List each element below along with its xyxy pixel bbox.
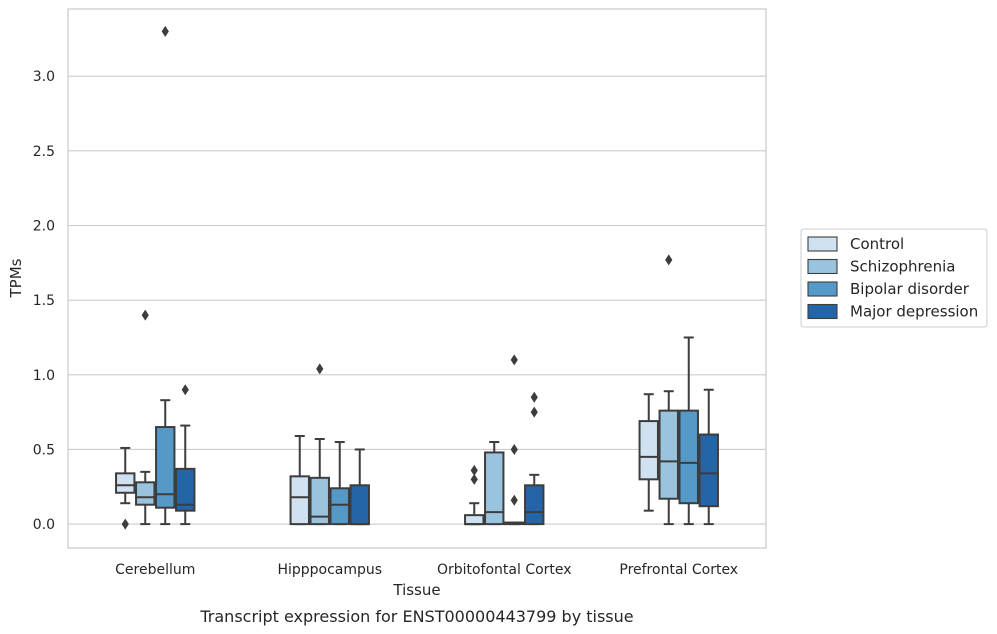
outlier-point	[470, 464, 478, 476]
legend: Control Schizophrenia Bipolar disorder Majo…	[800, 228, 988, 328]
box-iqr	[658, 409, 679, 500]
y-tick-label: 3.0	[33, 69, 55, 85]
outlier-point	[510, 354, 518, 366]
box-iqr	[698, 433, 719, 508]
box-group	[329, 440, 350, 526]
legend-label: Control	[850, 235, 904, 253]
legend-swatch	[807, 303, 838, 320]
y-tick-labels: 0.0 0.5 1.0 1.5 2.0 2.5 3.0	[33, 69, 55, 533]
legend-swatch	[807, 258, 838, 275]
box-group	[484, 440, 505, 526]
box-iqr	[309, 476, 330, 526]
figure-caption: Transcript expression for ENST0000044379…	[199, 607, 633, 626]
box-group	[309, 363, 330, 526]
outlier-point	[316, 363, 324, 375]
box-group	[698, 388, 719, 526]
y-tick-label: 0.5	[33, 442, 55, 458]
legend-label: Bipolar disorder	[850, 280, 970, 298]
outlier-point	[530, 406, 538, 418]
x-tick-label: Prefrontal Cortex	[619, 562, 738, 578]
box-group	[155, 25, 176, 526]
y-tick-label: 1.5	[33, 293, 55, 309]
box-group	[175, 384, 196, 526]
y-tick-label: 0.0	[33, 517, 55, 533]
box-group	[638, 393, 659, 512]
box-iqr	[155, 426, 176, 509]
outlier-point	[470, 473, 478, 485]
x-tick-label: Cerebellum	[115, 562, 195, 578]
box-group	[504, 354, 525, 526]
outlier-point	[510, 443, 518, 455]
box-iqr	[329, 487, 350, 526]
outlier-point	[141, 309, 149, 321]
box-group	[658, 254, 679, 526]
x-tick-labels: Cerebellum Hipppocampus Orbitofontal Corte…	[115, 562, 738, 578]
box-iqr	[678, 409, 699, 505]
box-iqr	[484, 451, 505, 526]
box-iqr	[638, 420, 659, 481]
box-group	[464, 464, 485, 526]
outlier-point	[665, 254, 673, 266]
legend-label: Major depression	[850, 303, 978, 321]
x-tick-label: Hipppocampus	[277, 562, 382, 578]
y-tick-label: 2.5	[33, 144, 55, 160]
box-group	[135, 309, 156, 526]
legend-label: Schizophrenia	[850, 258, 955, 276]
box-group	[115, 446, 136, 530]
y-axis-title: TPMs	[7, 258, 25, 298]
box-iqr	[135, 481, 156, 506]
box-iqr	[175, 467, 196, 512]
legend-swatch	[807, 236, 838, 252]
box-group	[349, 448, 370, 526]
outlier-point	[530, 391, 538, 403]
plot-frame	[67, 8, 767, 549]
box-group	[289, 435, 310, 526]
outlier-point	[121, 518, 129, 530]
x-axis-title: Tissue	[392, 581, 440, 599]
outlier-point	[161, 25, 169, 37]
box-iqr	[349, 484, 370, 526]
outlier-point	[181, 384, 189, 396]
box-iqr	[289, 475, 310, 526]
legend-frame	[800, 228, 988, 328]
box-groups	[115, 25, 719, 530]
box-group	[524, 391, 545, 526]
box-iqr	[464, 514, 485, 526]
x-tick-label: Orbitofontal Cortex	[437, 562, 572, 578]
outlier-point	[510, 494, 518, 506]
box-iqr	[115, 472, 136, 494]
y-tick-label: 2.0	[33, 218, 55, 234]
box-iqr	[524, 484, 545, 526]
legend-swatch	[807, 281, 838, 297]
y-tick-label: 1.0	[33, 368, 55, 384]
box-group	[678, 336, 699, 526]
